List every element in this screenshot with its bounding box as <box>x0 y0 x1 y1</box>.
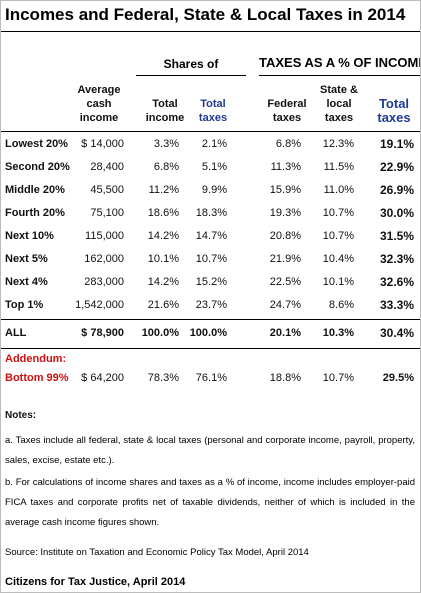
cell: 10.7% <box>195 253 227 265</box>
notes-heading: Notes: <box>5 410 37 421</box>
cell: 11.3% <box>270 161 301 173</box>
rule <box>1 131 420 132</box>
cell: 100.0% <box>189 327 227 339</box>
cell: 12.3% <box>322 138 354 150</box>
cell: 26.9% <box>379 183 414 197</box>
cell: 20.1% <box>269 327 301 339</box>
column-header: Total taxes <box>198 98 228 124</box>
cell: 2.1% <box>201 138 227 150</box>
group-header: Shares of <box>163 57 219 71</box>
addendum-label: Addendum: <box>5 353 67 365</box>
cell: 75,100 <box>90 207 124 219</box>
rule <box>1 319 420 320</box>
cell: 8.6% <box>328 299 354 311</box>
cell: 11.5% <box>323 161 354 173</box>
row-label: Next 4% <box>5 276 48 288</box>
cell: 100.0% <box>141 327 179 339</box>
cell: 10.1% <box>147 253 179 265</box>
cell: 24.7% <box>269 299 301 311</box>
row-label: Fourth 20% <box>5 207 65 219</box>
cell: 23.7% <box>195 299 227 311</box>
cell: 33.3% <box>379 298 414 312</box>
cell: 5.1% <box>201 161 227 173</box>
column-header: Federal taxes <box>267 98 307 124</box>
column-header: State & local taxes <box>320 84 358 124</box>
cell: 162,000 <box>84 253 124 265</box>
cell: 22.9% <box>379 160 414 174</box>
cell: 6.8% <box>275 138 301 150</box>
cell: 21.6% <box>147 299 179 311</box>
cell: 283,000 <box>84 276 124 288</box>
cell: 10.7% <box>322 372 354 384</box>
cell: $ 78,900 <box>81 327 124 339</box>
cell: 14.7% <box>195 230 227 242</box>
column-header: Total income <box>145 98 185 124</box>
cell: 15.2% <box>195 276 227 288</box>
cell: 10.7% <box>322 230 354 242</box>
row-label: Next 10% <box>5 230 54 242</box>
note: a. Taxes include all federal, state & lo… <box>5 435 415 466</box>
cell: 6.8% <box>153 161 179 173</box>
cell: 18.6% <box>147 207 179 219</box>
cell: 32.3% <box>379 252 414 266</box>
cell: 11.0% <box>323 184 354 196</box>
cell: 11.2% <box>148 184 179 196</box>
note: b. For calculations of income shares and… <box>5 477 415 528</box>
cell: 18.3% <box>195 207 227 219</box>
cell: 78.3% <box>147 372 179 384</box>
cell: 10.7% <box>322 207 354 219</box>
cell: 32.6% <box>379 275 414 289</box>
cell: 76.1% <box>195 372 227 384</box>
cell: 28,400 <box>90 161 124 173</box>
source: Source: Institute on Taxation and Econom… <box>5 547 309 558</box>
rule <box>1 348 420 349</box>
cell: 18.8% <box>269 372 301 384</box>
row-label: Lowest 20% <box>5 138 68 150</box>
cell: 9.9% <box>201 184 227 196</box>
title: Incomes and Federal, State & Local Taxes… <box>5 5 406 24</box>
cell: 19.3% <box>269 207 301 219</box>
cell: 29.5% <box>382 372 414 384</box>
row-label: Second 20% <box>5 161 70 173</box>
cell: $ 14,000 <box>81 138 124 150</box>
cell: 14.2% <box>147 230 179 242</box>
row-label: Middle 20% <box>5 184 65 196</box>
cell: 30.0% <box>379 206 414 220</box>
rule <box>259 75 420 76</box>
cell: 22.5% <box>269 276 301 288</box>
credit: Citizens for Tax Justice, April 2014 <box>5 576 186 588</box>
row-label: Next 5% <box>5 253 48 265</box>
cell: 1,542,000 <box>75 299 124 311</box>
cell: 10.3% <box>322 327 354 339</box>
cell: 15.9% <box>269 184 301 196</box>
cell: 21.9% <box>269 253 301 265</box>
cell: 31.5% <box>379 229 414 243</box>
cell: 115,000 <box>85 230 124 242</box>
cell: 3.3% <box>153 138 179 150</box>
rule <box>1 31 420 32</box>
cell: 45,500 <box>90 184 124 196</box>
column-header: Total taxes <box>377 96 411 125</box>
row-label: ALL <box>5 327 27 339</box>
row-label: Top 1% <box>5 299 44 311</box>
cell: 30.4% <box>379 326 414 340</box>
cell: 10.4% <box>322 253 354 265</box>
column-header: Average cash income <box>77 84 121 124</box>
cell: 14.2% <box>147 276 179 288</box>
row-label: Bottom 99% <box>5 372 69 384</box>
cell: 20.8% <box>269 230 301 242</box>
group-header: TAXES AS A % OF INCOME <box>259 55 421 70</box>
cell: $ 64,200 <box>81 372 124 384</box>
cell: 10.1% <box>322 276 354 288</box>
cell: 19.1% <box>379 137 414 151</box>
rule <box>136 75 246 76</box>
